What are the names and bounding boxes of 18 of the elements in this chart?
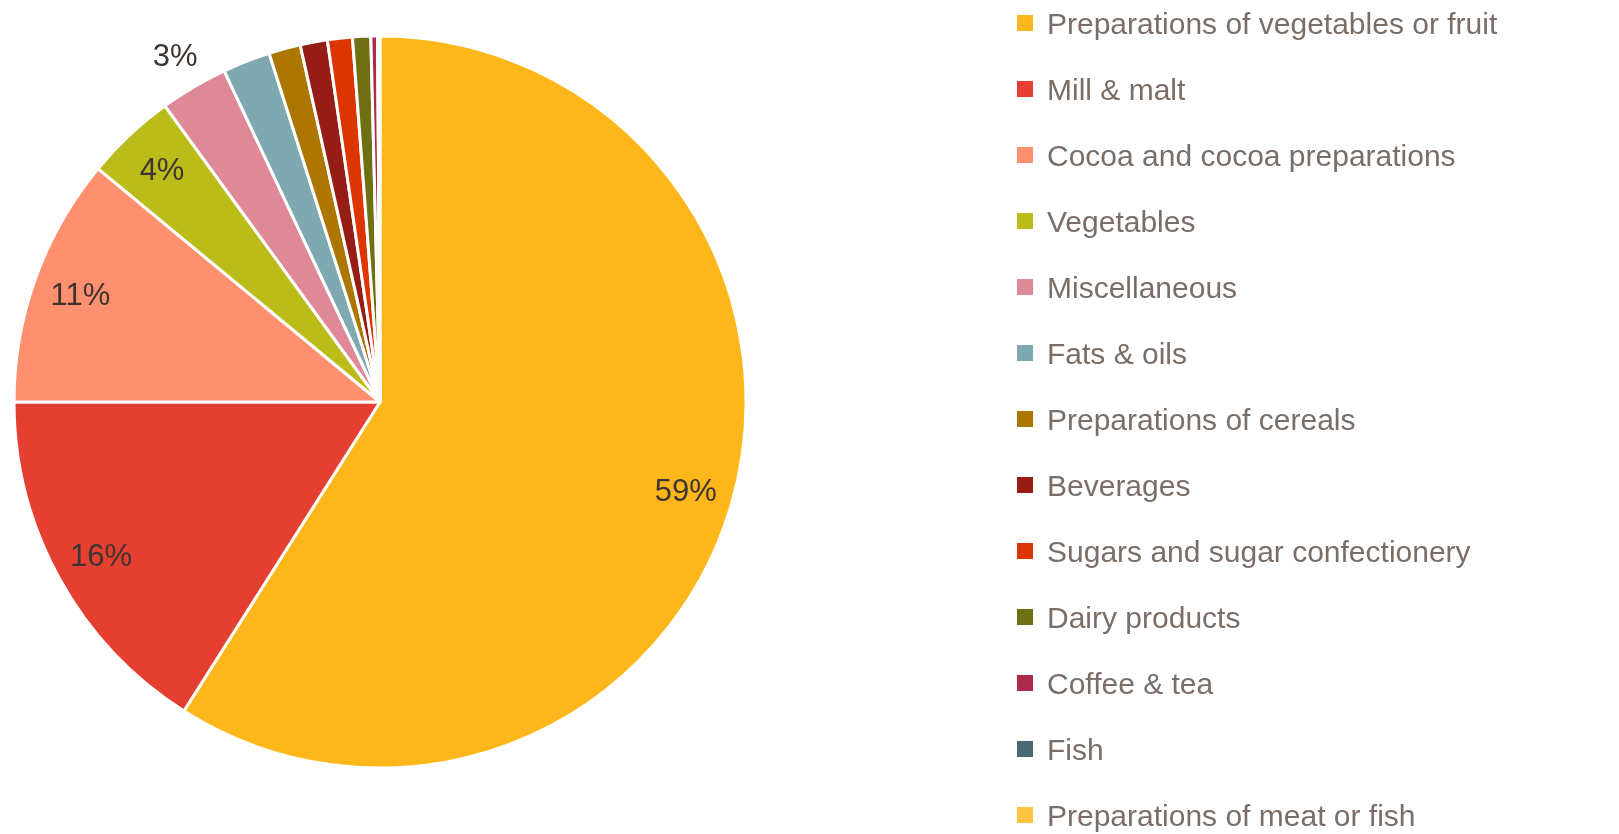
legend-label: Fish <box>1047 732 1104 766</box>
legend-label: Preparations of meat or fish <box>1047 798 1416 832</box>
legend-label: Dairy products <box>1047 600 1241 634</box>
legend-label: Cocoa and cocoa preparations <box>1047 138 1456 172</box>
legend-label: Beverages <box>1047 468 1191 502</box>
data-label: 59% <box>654 473 717 509</box>
legend-label: Miscellaneous <box>1047 270 1238 304</box>
legend-label: Preparations of cereals <box>1047 402 1356 436</box>
legend-label: Fats & oils <box>1047 336 1188 370</box>
data-label: 3% <box>152 37 198 73</box>
data-label: 4% <box>139 152 185 188</box>
legend-label: Mill & malt <box>1047 72 1186 106</box>
legend-label: Vegetables <box>1047 204 1196 238</box>
data-label: 11% <box>50 276 111 312</box>
legend-label: Sugars and sugar confectionery <box>1047 534 1471 568</box>
legend-label: Preparations of vegetables or fruit <box>1047 6 1498 40</box>
legend-label: Coffee & tea <box>1047 666 1214 700</box>
data-label: 16% <box>69 537 132 573</box>
